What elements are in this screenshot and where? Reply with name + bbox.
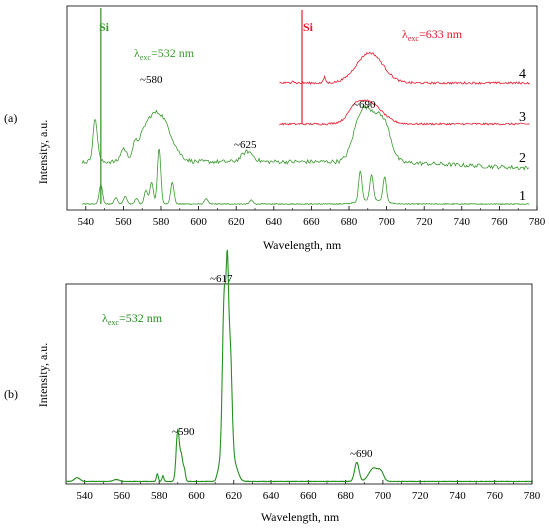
panel-a-peak-690-label: ~690 — [353, 99, 376, 111]
panel-b-x-ticks: 540 560 580 600 620 640 660 680 700 720 740 760 780 — [76, 480, 541, 502]
panel-a-series — [81, 8, 530, 206]
panel-b-tick-label-620: 620 — [226, 490, 243, 502]
panel-b-excitation: λexc=532 nm — [102, 311, 163, 327]
panel-b-tick-label-660: 660 — [300, 490, 317, 502]
panel-a-tick-label-600: 600 — [190, 216, 207, 228]
panel-a-tick-label-620: 620 — [228, 216, 245, 228]
panel-b-tick-label-680: 680 — [337, 490, 354, 502]
panel-a-label: (a) — [4, 111, 17, 125]
panel-b-peak-690-label: ~690 — [350, 448, 373, 460]
panel-b-peak-617-label: ~617 — [210, 273, 233, 285]
panel-b-frame — [65, 283, 533, 485]
panel-b-tick-label-760: 760 — [486, 490, 503, 502]
series-3-line — [279, 99, 530, 126]
panel-b-y-axis-label: Intensity, a.u. — [36, 343, 50, 408]
panel-a-tick-label-780: 780 — [529, 216, 546, 228]
panel-a-excitation-green: λexc=532 nm — [134, 46, 195, 62]
panel-a-tick-label-580: 580 — [153, 216, 170, 228]
panel-b-x-axis-label: Wavelength, nm — [261, 510, 340, 524]
panel-b-tick-label-780: 780 — [524, 490, 541, 502]
panel-a-tick-label-760: 760 — [491, 216, 508, 228]
panel-a-peak-625-label: ~625 — [234, 139, 257, 151]
panel-b-label: (b) — [4, 387, 18, 401]
panel-b-tick-label-640: 640 — [263, 490, 280, 502]
panel-a-tick-label-740: 740 — [454, 216, 471, 228]
panel-a-x-axis-label: Wavelength, nm — [263, 238, 342, 252]
series-2-label: 2 — [519, 151, 526, 166]
series-4-line — [279, 51, 530, 86]
panel-a: (a) Intensity, a.u. 540 560 580 600 620 640 66… — [4, 5, 546, 252]
panel-a-peak-580-label: ~580 — [140, 74, 163, 86]
panel-a-y-axis-label: Intensity, a.u. — [36, 120, 50, 185]
panel-a-tick-label-540: 540 — [78, 216, 95, 228]
panel-a-si-label-red: Si — [303, 20, 314, 34]
panel-a-si-label-green: Si — [99, 20, 110, 34]
series-3-label: 3 — [519, 110, 526, 125]
panel-b-series — [65, 249, 532, 483]
series-2-line — [81, 104, 530, 171]
panel-b-tick-label-600: 600 — [188, 490, 205, 502]
panel-b-tick-label-580: 580 — [151, 490, 168, 502]
panel-a-tick-label-660: 660 — [303, 216, 320, 228]
panel-b-tick-label-540: 540 — [76, 490, 93, 502]
series-1-line — [81, 148, 530, 206]
panel-b-spectrum-line — [65, 249, 532, 483]
series-4-label: 4 — [519, 67, 526, 82]
panel-b-tick-label-740: 740 — [449, 490, 466, 502]
panel-b-tick-label-700: 700 — [375, 490, 392, 502]
panel-b-tick-label-560: 560 — [114, 490, 131, 502]
panel-a-tick-label-700: 700 — [378, 216, 395, 228]
panel-a-frame — [66, 5, 538, 211]
panel-b: (b) Intensity, a.u. 540 560 580 600 620 640 66… — [4, 249, 541, 524]
panel-a-x-ticks: 540 560 580 600 620 640 660 680 700 720 740 760 780 — [78, 206, 546, 228]
panel-a-tick-label-680: 680 — [341, 216, 358, 228]
panel-b-tick-label-720: 720 — [412, 490, 429, 502]
series-1-label: 1 — [519, 189, 526, 204]
panel-a-tick-label-640: 640 — [266, 216, 283, 228]
panel-b-peak-590-label: ~590 — [172, 426, 195, 438]
panel-a-tick-label-720: 720 — [416, 216, 433, 228]
panel-a-tick-label-560: 560 — [115, 216, 132, 228]
panel-a-excitation-red: λexc=633 nm — [402, 27, 463, 43]
